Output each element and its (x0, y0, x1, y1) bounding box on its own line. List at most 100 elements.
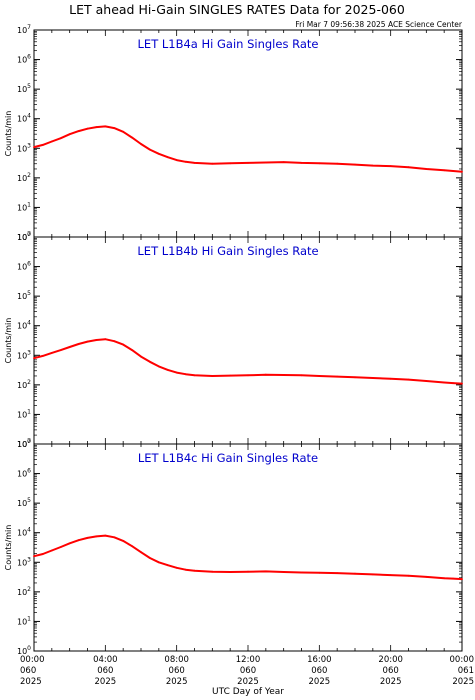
data-point (33, 555, 35, 558)
y-tick-label: 102 (17, 586, 31, 597)
data-point (175, 566, 178, 569)
data-point (50, 140, 53, 143)
plot-frame (33, 443, 463, 652)
data-point (149, 557, 151, 559)
data-point (336, 162, 339, 165)
data-point (247, 570, 249, 573)
data-point (247, 162, 249, 164)
x-tick-year: 2025 (452, 677, 474, 687)
data-point (95, 339, 98, 341)
data-point (407, 378, 410, 381)
data-point (336, 375, 339, 378)
data-point (318, 571, 321, 574)
data-point (425, 576, 428, 578)
data-point (166, 564, 169, 567)
y-tick-label: 100 (17, 645, 31, 656)
y-tick-label: 104 (17, 527, 31, 538)
data-point (193, 569, 196, 572)
data-point (184, 373, 187, 376)
x-tick-year: 2025 (166, 677, 188, 687)
data-point (264, 570, 267, 573)
data-point (68, 346, 71, 348)
data-point (33, 146, 35, 149)
y-tick-label: 101 (17, 201, 31, 212)
data-point (122, 343, 125, 346)
data-point (371, 164, 374, 167)
data-point (425, 380, 428, 382)
data-point (282, 571, 285, 573)
data-point (104, 338, 107, 341)
data-point (157, 561, 160, 564)
data-point (86, 127, 89, 130)
x-tick-year: 2025 (20, 677, 42, 687)
x-tick-doy: 061 (458, 666, 474, 676)
data-point (68, 133, 71, 136)
y-tick-label: 101 (17, 615, 31, 626)
data-point (193, 374, 196, 377)
data-point (443, 381, 446, 384)
data-point (300, 162, 303, 164)
data-point (131, 136, 134, 139)
figure-title: LET ahead Hi-Gain SINGLES RATES Data for… (69, 2, 405, 17)
y-tick-label: 106 (17, 468, 31, 479)
data-point (211, 162, 214, 165)
data-point (184, 568, 187, 571)
data-point (389, 574, 392, 576)
data-point (131, 349, 134, 351)
data-point (389, 165, 392, 168)
chart-panel-1: 100 101 102 103 104 105 106 107 LET L1B4a Hi Gai… (4, 24, 463, 242)
data-point (443, 577, 446, 580)
data-point (104, 534, 107, 537)
data-point (407, 166, 410, 169)
data-point (149, 360, 151, 363)
x-tick-time: 00:00 (450, 655, 475, 665)
x-tick-time: 12:00 (236, 655, 261, 665)
data-point (443, 169, 446, 172)
data-point (229, 162, 232, 165)
data-point (300, 571, 303, 574)
data-point (104, 125, 107, 128)
chart-panel-3: 100 101 102 103 104 105 106 107 LET L1B4c Hi Gai… (4, 438, 463, 656)
data-point (211, 570, 214, 573)
data-point (59, 349, 62, 351)
data-point (425, 168, 428, 170)
data-point (264, 373, 267, 376)
data-point (461, 382, 463, 385)
data-point (175, 371, 178, 374)
x-tick-doy: 060 (240, 666, 256, 676)
data-point (157, 365, 160, 368)
data-point (95, 535, 98, 538)
data-series-line (33, 125, 463, 173)
data-point (59, 546, 62, 548)
x-tick-time: 08:00 (164, 655, 189, 665)
data-point (389, 377, 392, 380)
x-tick-year: 2025 (380, 677, 402, 687)
data-point (131, 545, 134, 548)
data-point (175, 159, 178, 162)
data-point (157, 152, 160, 155)
panel-title: LET L1B4b Hi Gain Singles Rate (137, 244, 318, 258)
y-tick-label: 103 (17, 349, 31, 360)
y-tick-label: 106 (17, 54, 31, 65)
y-tick-label: 100 (17, 438, 31, 449)
y-tick-label: 102 (17, 172, 31, 183)
data-point (318, 375, 321, 377)
x-tick-time: 20:00 (378, 655, 403, 665)
data-point (461, 170, 463, 173)
data-point (229, 571, 232, 573)
data-point (113, 340, 116, 343)
chart-panel-2: 100 101 102 103 104 105 106 107 LET L1B4b Hi Gai… (4, 231, 463, 449)
data-point (336, 572, 339, 574)
data-point (407, 574, 410, 577)
timestamp: Fri Mar 7 09:56:38 2025 ACE Science Cent… (295, 20, 463, 29)
data-point (354, 376, 356, 379)
y-tick-label: 105 (17, 497, 31, 508)
data-point (113, 536, 116, 539)
x-tick-year: 2025 (237, 677, 259, 687)
data-point (371, 377, 374, 379)
data-point (354, 572, 356, 575)
y-tick-label: 107 (17, 24, 31, 35)
data-point (461, 578, 463, 580)
data-point (452, 382, 454, 384)
data-point (166, 156, 169, 159)
